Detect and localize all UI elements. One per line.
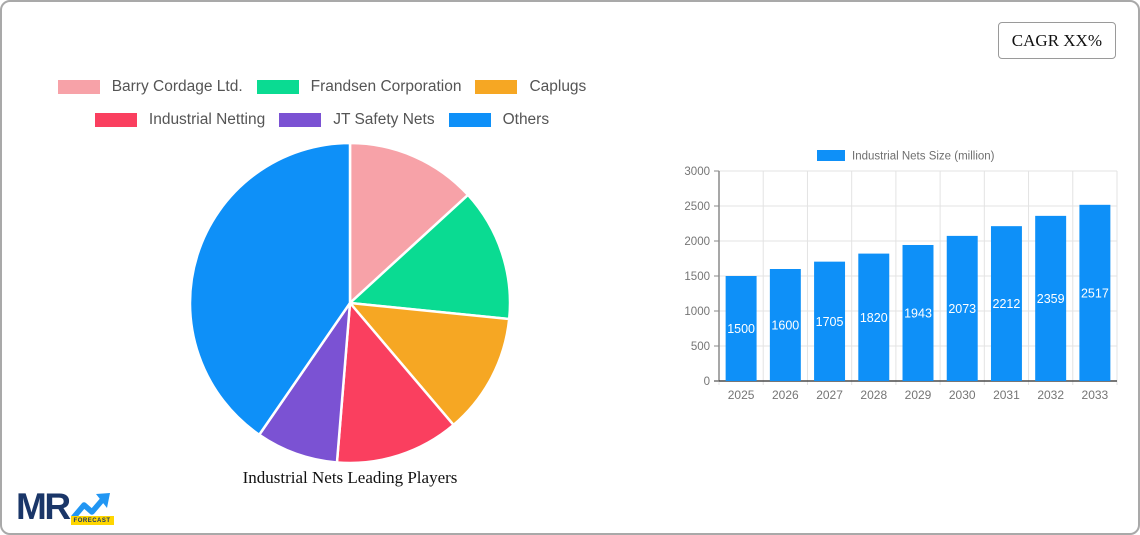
bar[interactable] [1079,204,1111,381]
bar-value-label: 1943 [904,307,932,321]
pie-chart [188,141,512,465]
bar-chart: Industrial Nets Size (million) 0 500 1000 15… [684,150,1118,402]
legend-swatch [57,80,100,94]
legend-swatch [475,80,518,94]
legend-item[interactable]: Others [448,111,550,129]
x-tick-label: 2031 [993,388,1020,402]
bar-value-label: 1705 [816,315,844,329]
legend-label: Barry Cordage Ltd. [111,78,243,95]
legend-label: Frandsen Corporation [310,78,462,95]
x-tick-label: 2026 [772,388,799,402]
bar-legend-swatch[interactable] [817,150,845,161]
cagr-badge: CAGR XX% [997,22,1116,59]
x-tick-label: 2029 [905,388,932,402]
x-tick-label: 2032 [1037,388,1064,402]
legend-swatch [448,113,491,127]
y-tick-label: 1500 [684,271,710,283]
bar-value-label: 2073 [948,302,976,316]
legend-label: Industrial Netting [148,111,266,128]
bar-value-label: 1500 [727,322,755,336]
bar[interactable] [725,276,757,381]
pie-slice[interactable] [335,301,455,465]
legend-swatch [256,80,299,94]
y-tick-label: 2500 [684,201,710,213]
legend-item[interactable]: Frandsen Corporation [256,78,462,96]
x-tick-label: 2028 [860,388,887,402]
pie-slice[interactable] [348,141,470,305]
y-tick-label: 0 [704,376,710,388]
legend-label: Others [502,111,550,128]
legend-swatch [279,113,322,127]
legend-label: Caplugs [529,78,587,95]
y-tick-label: 500 [691,341,710,353]
pie-slice[interactable] [188,141,352,437]
pie-slice[interactable] [348,301,511,427]
legend-label: JT Safety Nets [333,111,435,128]
x-tick-label: 2025 [728,388,755,402]
trend-arrow-icon [69,493,110,521]
bar-value-label: 2517 [1081,286,1109,300]
mr-forecast-logo: MR FORECAST [16,486,114,527]
bar[interactable] [1035,215,1067,381]
bar-legend-label: Industrial Nets Size (million) [852,151,995,163]
bar[interactable] [858,253,890,381]
bar-value-label: 2212 [993,297,1021,311]
logo-mr-text: MR [16,486,71,527]
y-tick-label: 3000 [684,166,710,178]
bar[interactable] [902,244,934,381]
bar-value-label: 1600 [771,319,799,333]
legend-item[interactable]: JT Safety Nets [279,111,435,129]
bar[interactable] [990,226,1022,381]
bar-value-label: 2359 [1037,292,1065,306]
logo-forecast-text: FORECAST [70,516,114,525]
bar-value-label: 1820 [860,311,888,325]
legend-item[interactable]: Industrial Netting [94,111,266,129]
x-tick-label: 2033 [1082,388,1109,402]
bar[interactable] [769,269,801,381]
pie-legend: Barry Cordage Ltd. Frandsen Corporation Ca… [2,78,642,144]
legend-swatch [94,113,137,127]
legend-item[interactable]: Caplugs [475,78,586,96]
pie-chart-title: Industrial Nets Leading Players [242,468,458,487]
y-tick-label: 1000 [684,306,710,318]
pie-slice[interactable] [348,193,512,321]
x-tick-label: 2027 [816,388,843,402]
x-tick-label: 2030 [949,388,976,402]
y-tick-label: 2000 [684,236,710,248]
legend-item[interactable]: Barry Cordage Ltd. [57,78,243,96]
bar[interactable] [814,261,846,381]
bar[interactable] [946,235,978,381]
